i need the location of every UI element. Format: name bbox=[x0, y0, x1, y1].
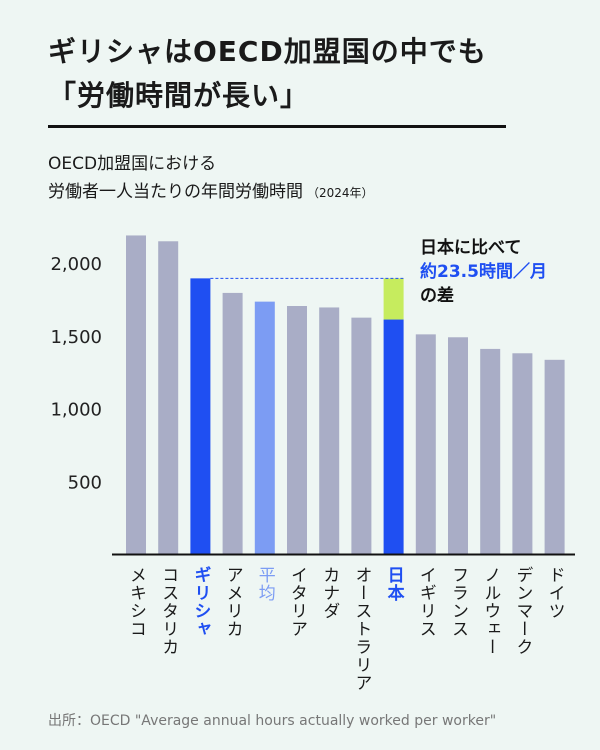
bar bbox=[448, 337, 468, 554]
annotation-line-3: の差 bbox=[420, 285, 454, 306]
x-tick-label: オーストラリア bbox=[351, 566, 371, 692]
bar bbox=[254, 301, 275, 554]
x-tick-label: カナダ bbox=[319, 566, 339, 620]
subtitle-year: （2024年） bbox=[307, 186, 374, 200]
bar bbox=[383, 319, 404, 554]
x-tick-label: ノルウェー bbox=[480, 566, 500, 656]
headline: ギリシャはOECD加盟国の中でも 「労働時間が長い」 bbox=[48, 30, 568, 118]
headline-line-2: 「労働時間が長い」 bbox=[48, 79, 310, 112]
y-tick-label: 500 bbox=[68, 472, 102, 493]
bar bbox=[158, 241, 179, 555]
x-tick-label: コスタリカ bbox=[158, 566, 178, 656]
x-tick-label: ギリシャ bbox=[190, 566, 210, 638]
chart-subtitle: OECD加盟国における 労働者一人当たりの年間労働時間 （2024年） bbox=[48, 150, 374, 207]
bar bbox=[544, 359, 565, 554]
source-note: 出所：OECD "Average annual hours actually w… bbox=[48, 713, 497, 729]
x-tick-label: イタリア bbox=[287, 566, 307, 638]
y-tick-label: 1,500 bbox=[50, 327, 102, 348]
x-tick-label: 平均 bbox=[255, 566, 276, 602]
y-tick-label: 1,000 bbox=[50, 400, 102, 421]
annotation-line-1: 日本に比べて bbox=[420, 237, 521, 258]
annotation-line-2: 約23.5時間／月 bbox=[420, 261, 547, 282]
bar bbox=[351, 317, 372, 554]
bar bbox=[415, 334, 436, 554]
x-tick-label: 日本 bbox=[384, 566, 405, 602]
x-tick-label: フランス bbox=[448, 566, 468, 638]
headline-line-1: ギリシャはOECD加盟国の中でも bbox=[48, 35, 487, 68]
bar bbox=[287, 306, 307, 554]
x-tick-label: メキシコ bbox=[126, 566, 146, 638]
divider bbox=[48, 125, 506, 128]
x-tick-label: イギリス bbox=[416, 566, 436, 638]
bar bbox=[126, 235, 146, 555]
y-tick-label: 2,000 bbox=[50, 254, 102, 275]
x-tick-label: アメリカ bbox=[223, 566, 243, 638]
bar bbox=[222, 292, 243, 554]
bar bbox=[480, 348, 501, 554]
x-tick-label: ドイツ bbox=[545, 566, 565, 620]
gap-segment bbox=[383, 278, 404, 320]
bar bbox=[319, 307, 340, 554]
bar bbox=[190, 278, 211, 554]
bar bbox=[512, 353, 533, 554]
x-tick-label: デンマーク bbox=[512, 566, 532, 656]
subtitle-line-1: OECD加盟国における bbox=[48, 154, 217, 174]
subtitle-line-2: 労働者一人当たりの年間労働時間 bbox=[48, 182, 303, 202]
